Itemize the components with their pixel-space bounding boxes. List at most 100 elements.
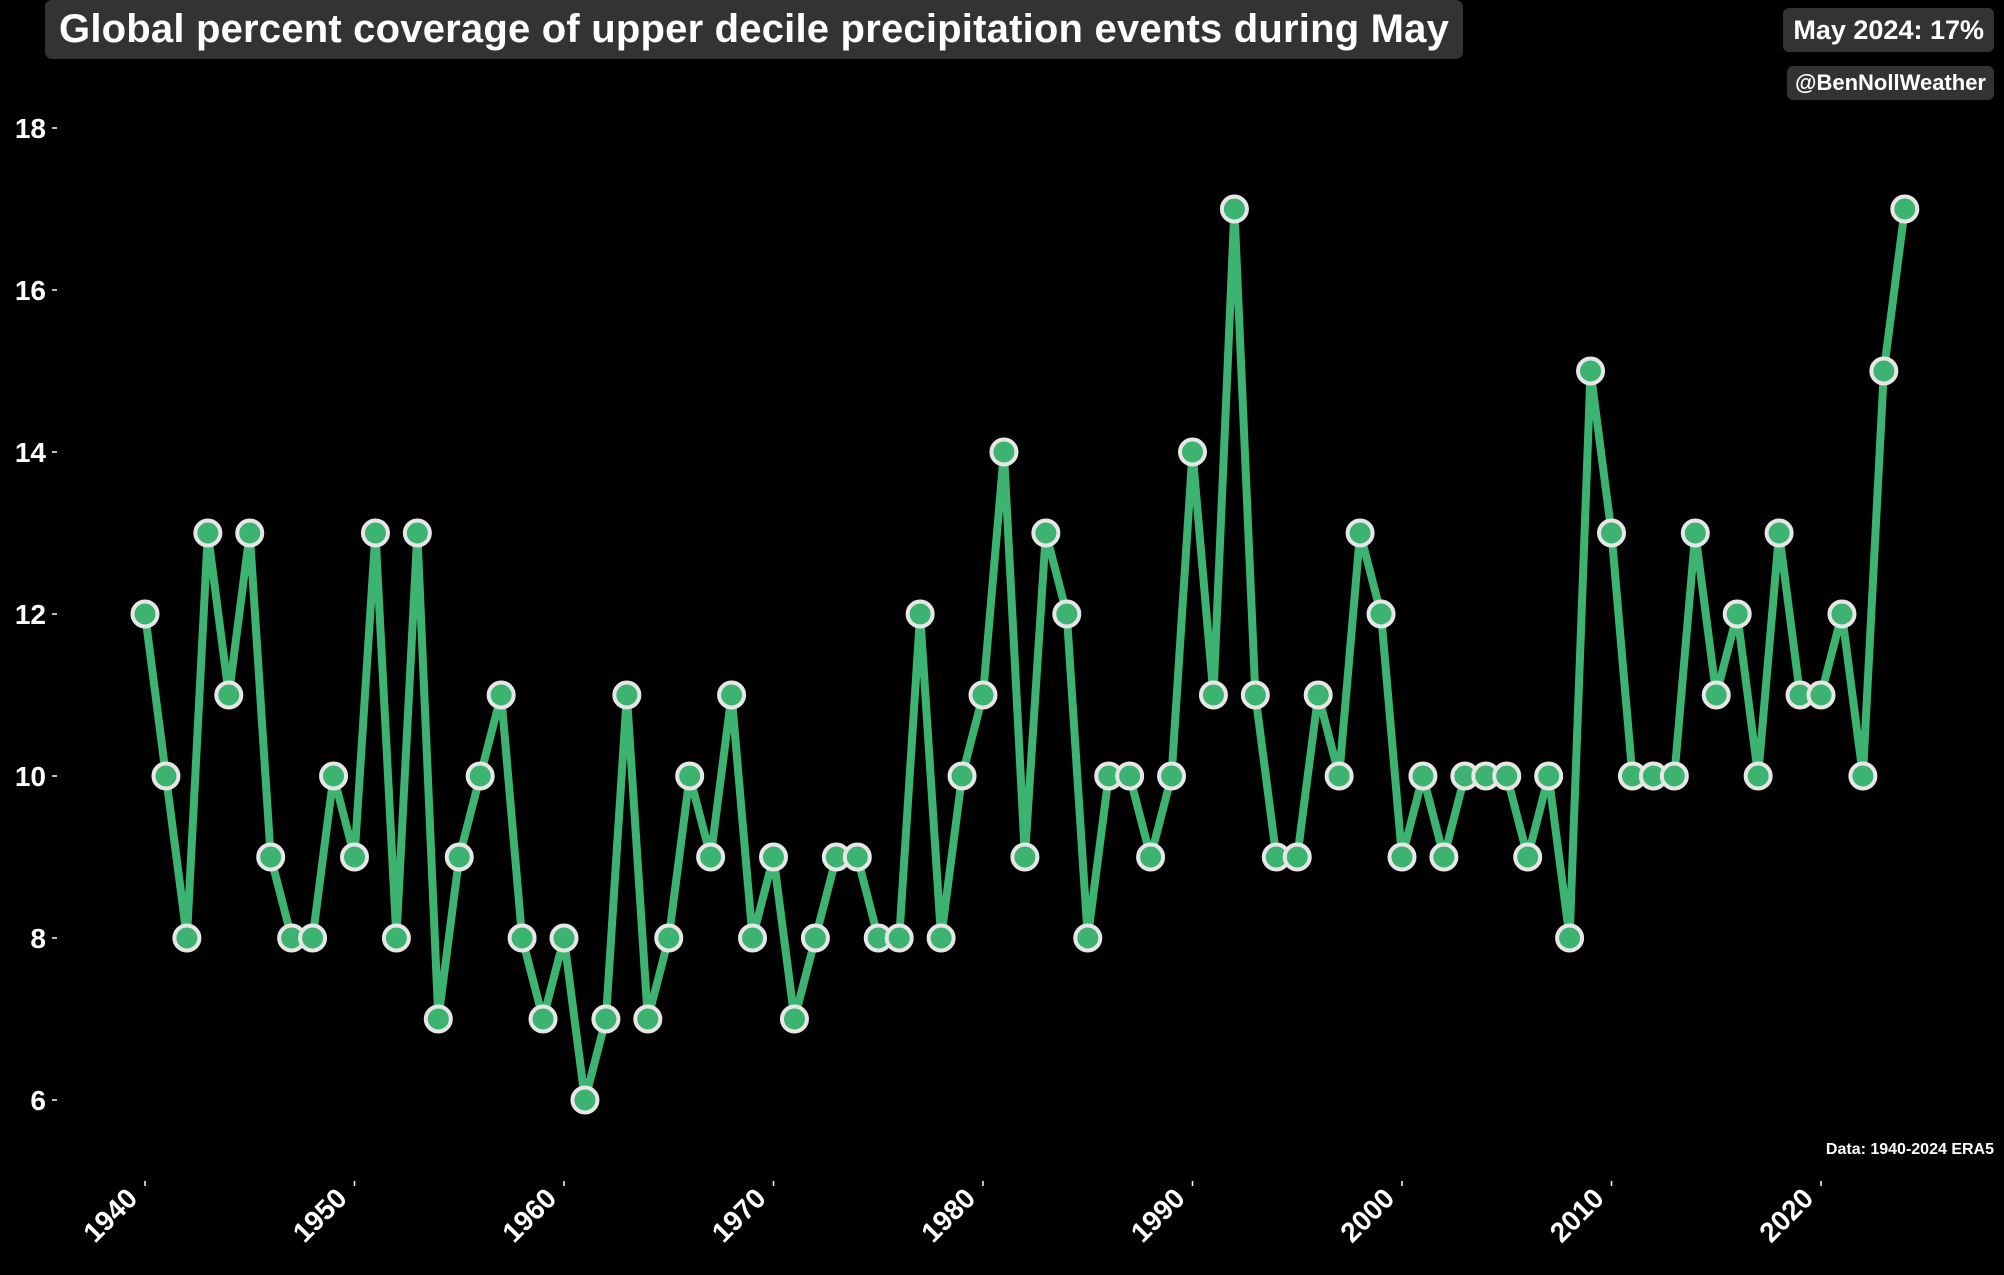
data-point	[968, 680, 998, 710]
data-point	[1073, 923, 1103, 953]
data-point	[444, 842, 474, 872]
data-point	[151, 761, 181, 791]
data-point	[1827, 599, 1857, 629]
data-point	[423, 1004, 453, 1034]
data-point	[402, 518, 432, 548]
data-point	[1387, 842, 1417, 872]
y-tick-label: 10	[15, 761, 46, 792]
data-point	[1597, 518, 1626, 548]
data-point	[340, 842, 369, 872]
data-point	[298, 923, 328, 953]
x-tick-label: 2020	[1753, 1182, 1819, 1248]
data-point	[214, 680, 244, 710]
series-line-group	[141, 205, 1909, 1104]
data-point	[507, 923, 537, 953]
data-point	[1136, 842, 1166, 872]
data-point	[884, 923, 914, 953]
x-tick-label: 1960	[496, 1182, 562, 1248]
data-point	[905, 599, 935, 629]
data-point	[675, 761, 705, 791]
data-point	[800, 923, 830, 953]
y-tick-label: 18	[15, 113, 46, 144]
data-point	[1680, 518, 1710, 548]
latest-value-badge: May 2024: 17%	[1783, 8, 1994, 52]
x-tick-label: 1970	[706, 1182, 772, 1248]
data-point	[1282, 842, 1312, 872]
data-point	[779, 1004, 809, 1034]
data-point	[465, 761, 495, 791]
data-point	[256, 842, 286, 872]
credit-badge: @BenNollWeather	[1787, 66, 1994, 100]
data-point	[1848, 761, 1878, 791]
data-point	[130, 599, 160, 629]
data-point	[1555, 923, 1585, 953]
data-point	[528, 1004, 558, 1034]
data-point	[738, 923, 768, 953]
data-point	[172, 923, 202, 953]
data-point	[1052, 599, 1082, 629]
data-point	[717, 680, 747, 710]
data-point	[1806, 680, 1836, 710]
data-point	[612, 680, 642, 710]
x-tick-label: 1980	[915, 1182, 981, 1248]
data-point	[633, 1004, 663, 1034]
data-point	[1303, 680, 1333, 710]
data-point	[1240, 680, 1270, 710]
data-point	[1031, 518, 1061, 548]
x-tick-label: 1940	[77, 1182, 143, 1248]
data-point	[1010, 842, 1040, 872]
data-point	[591, 1004, 621, 1034]
data-point	[1743, 761, 1773, 791]
data-point	[1722, 599, 1752, 629]
data-point	[1659, 761, 1689, 791]
data-point	[1408, 761, 1438, 791]
data-point	[1513, 842, 1543, 872]
series-line	[141, 205, 1909, 1104]
data-point	[1115, 761, 1145, 791]
data-point	[360, 518, 390, 548]
data-source-note: Data: 1940-2024 ERA5	[1825, 1141, 1994, 1158]
data-point	[842, 842, 872, 872]
x-tick-label: 2000	[1334, 1182, 1400, 1248]
chart-title-box: Global percent coverage of upper decile …	[45, 0, 1464, 59]
y-tick-label: 16	[15, 275, 46, 306]
x-tick-label: 2010	[1544, 1182, 1610, 1248]
data-point	[947, 761, 977, 791]
data-point	[1890, 194, 1920, 224]
y-tick-label: 6	[30, 1085, 46, 1116]
data-point	[1178, 437, 1207, 467]
data-point	[319, 761, 349, 791]
data-point	[235, 518, 265, 548]
data-point	[1534, 761, 1564, 791]
x-tick-label: 1990	[1125, 1182, 1191, 1248]
data-point	[926, 923, 956, 953]
x-axis: 1940 1950 1960 1970 1980 1990 2000 2010 2020	[77, 1181, 1822, 1248]
data-point	[1157, 761, 1187, 791]
data-point	[193, 518, 223, 548]
data-point	[1492, 761, 1522, 791]
data-point	[759, 842, 788, 872]
data-point	[1366, 599, 1396, 629]
data-point	[570, 1085, 600, 1115]
data-point	[989, 437, 1019, 467]
data-point	[1324, 761, 1354, 791]
data-point	[654, 923, 684, 953]
data-point	[1869, 356, 1899, 386]
data-point	[1701, 680, 1731, 710]
chart-title: Global percent coverage of upper decile …	[59, 7, 1450, 51]
data-point	[549, 923, 579, 953]
x-tick-label: 1950	[287, 1182, 353, 1248]
y-axis: 6 8 10 12 14 16 18	[15, 113, 57, 1116]
data-point	[1429, 842, 1459, 872]
data-point	[696, 842, 726, 872]
data-point	[1576, 356, 1606, 386]
y-tick-label: 12	[15, 599, 46, 630]
data-point	[1219, 194, 1249, 224]
data-point	[1764, 518, 1794, 548]
y-tick-label: 8	[30, 923, 46, 954]
y-tick-label: 14	[15, 437, 47, 468]
data-point	[486, 680, 516, 710]
data-point	[1198, 680, 1228, 710]
data-point	[381, 923, 411, 953]
